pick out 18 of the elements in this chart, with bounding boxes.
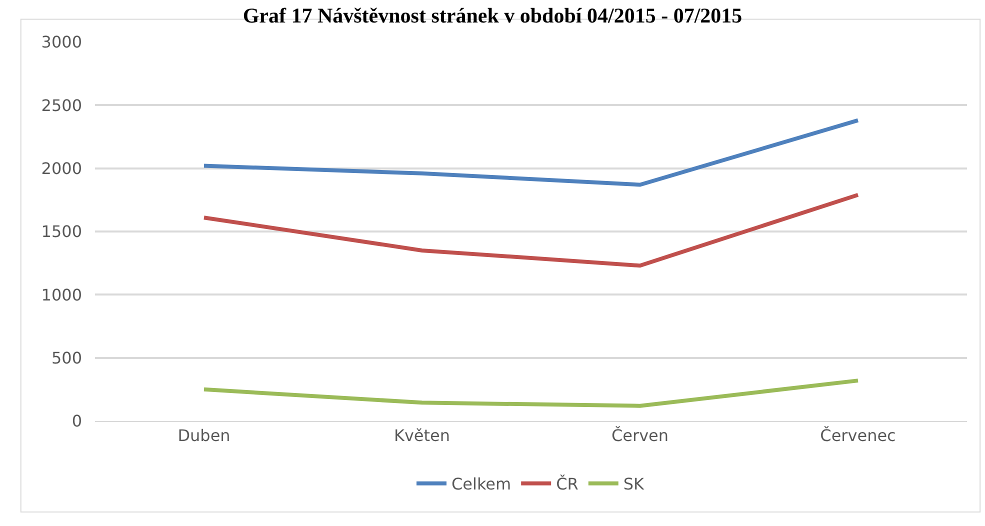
x-tick-label: Duben [178,426,230,446]
legend-label: SK [623,474,645,494]
x-tick-label: Červen [611,426,669,446]
y-tick-label: 0 [72,412,82,431]
line-series [202,118,860,187]
y-tick-label: 3000 [41,32,82,52]
y-tick-label: 2500 [41,96,82,115]
legend-label: Celkem [452,474,512,494]
x-tick-label: Květen [394,426,450,446]
x-tick-label: Červenec [820,426,896,446]
line-series [202,192,860,268]
y-tick-label: 1500 [41,222,82,242]
legend-label: ČR [556,474,578,494]
line-series [202,378,860,408]
y-tick-label: 1000 [41,285,82,304]
y-tick-label: 500 [51,348,82,368]
chart-title: Graf 17 Návštěvnost stránek v období 04/2015 - 07/2015 [242,4,742,28]
y-tick-label: 2000 [41,158,82,178]
